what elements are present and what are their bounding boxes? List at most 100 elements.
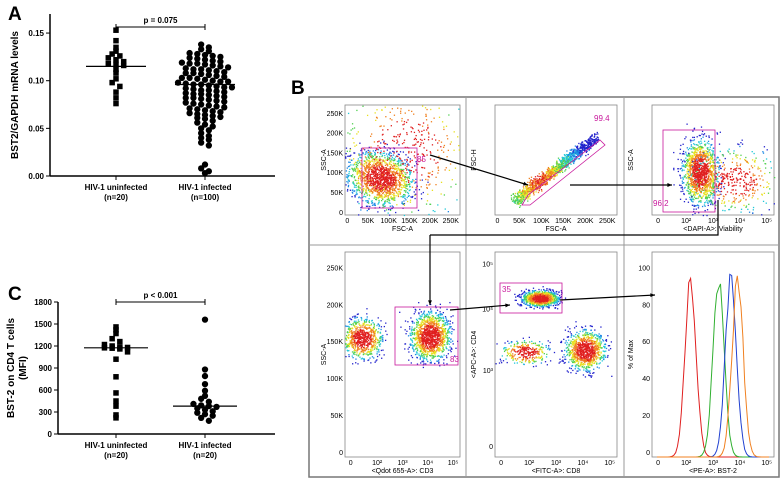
data-point-circle <box>221 98 228 105</box>
event-dot <box>378 146 381 149</box>
event-dot <box>707 189 709 191</box>
event-dot <box>717 190 720 192</box>
event-dot <box>700 183 703 186</box>
event-dot <box>399 158 402 160</box>
event-dot <box>520 201 522 203</box>
event-dot <box>362 180 364 182</box>
event-dot <box>391 119 393 121</box>
event-dot <box>730 179 733 181</box>
event-dot <box>392 199 394 201</box>
event-dot <box>401 187 403 189</box>
event-dot <box>386 149 389 151</box>
event-dot <box>553 172 555 174</box>
event-dot <box>352 169 354 171</box>
event-dot <box>404 197 406 200</box>
event-dot <box>695 204 697 207</box>
event-dot <box>413 313 415 315</box>
event-dot <box>696 183 698 185</box>
event-dot <box>700 171 702 173</box>
event-dot <box>391 165 394 168</box>
event-dot <box>525 192 527 194</box>
event-dot <box>399 183 402 186</box>
event-dot <box>595 133 597 135</box>
data-point-circle <box>209 112 216 120</box>
event-dot <box>406 133 408 136</box>
event-dot <box>710 154 712 156</box>
event-dot <box>403 141 405 144</box>
event-dot <box>390 155 392 157</box>
event-dot <box>437 142 439 144</box>
event-dot <box>703 204 706 206</box>
event-dot <box>746 183 748 186</box>
event-dot <box>704 166 706 168</box>
event-dot <box>405 183 407 185</box>
event-dot <box>701 181 704 183</box>
event-dot <box>695 177 697 179</box>
event-dot <box>753 152 755 155</box>
event-dot <box>539 181 541 183</box>
event-dot <box>680 167 683 169</box>
event-dot <box>359 191 361 193</box>
event-dot <box>401 178 403 180</box>
event-dot <box>695 170 697 172</box>
data-point-square <box>109 335 115 342</box>
event-dot <box>413 131 416 134</box>
event-dot <box>419 346 422 348</box>
event-dot <box>368 159 370 161</box>
data-point-square <box>113 95 119 101</box>
event-dot <box>718 168 720 171</box>
event-dot <box>385 162 387 164</box>
event-dot <box>699 180 701 182</box>
event-dot <box>430 308 432 310</box>
event-dot <box>767 192 770 194</box>
event-dot <box>717 161 719 163</box>
event-dot <box>388 199 391 202</box>
event-dot <box>543 175 545 178</box>
event-dot <box>364 183 367 186</box>
event-dot <box>726 191 729 193</box>
event-dot <box>691 181 693 183</box>
event-dot <box>395 179 398 181</box>
event-dot <box>397 134 399 136</box>
event-dot <box>711 193 713 195</box>
event-dot <box>398 169 401 172</box>
event-dot <box>698 183 701 185</box>
event-dot <box>379 168 381 171</box>
gate-box <box>361 147 418 209</box>
event-dot <box>698 196 700 198</box>
event-dot <box>702 159 704 161</box>
event-dot <box>427 175 429 178</box>
event-dot <box>722 195 725 197</box>
event-dot <box>382 160 384 162</box>
event-dot <box>391 167 393 169</box>
event-dot <box>544 175 547 177</box>
event-dot <box>423 138 426 141</box>
event-dot <box>581 147 583 149</box>
event-dot <box>595 143 597 145</box>
event-dot <box>686 160 689 162</box>
event-dot <box>704 155 706 158</box>
event-dot <box>386 143 388 146</box>
event-dot <box>389 165 391 168</box>
event-dot <box>384 186 387 188</box>
event-dot <box>393 159 396 162</box>
event-dot <box>712 181 714 184</box>
event-dot <box>546 172 548 174</box>
event-dot <box>560 167 562 169</box>
event-dot <box>719 193 721 196</box>
event-dot <box>447 349 450 351</box>
event-dot <box>397 194 399 197</box>
event-dot <box>687 161 689 163</box>
event-dot <box>764 172 766 175</box>
event-dot <box>699 150 702 153</box>
event-dot <box>703 182 705 185</box>
event-dot <box>705 195 707 197</box>
event-dot <box>706 172 709 174</box>
event-dot <box>367 152 369 154</box>
event-dot <box>711 149 713 152</box>
event-dot <box>421 134 423 136</box>
event-dot <box>413 113 415 115</box>
event-dot <box>414 157 416 159</box>
event-dot <box>701 174 703 176</box>
event-dot <box>702 168 705 170</box>
